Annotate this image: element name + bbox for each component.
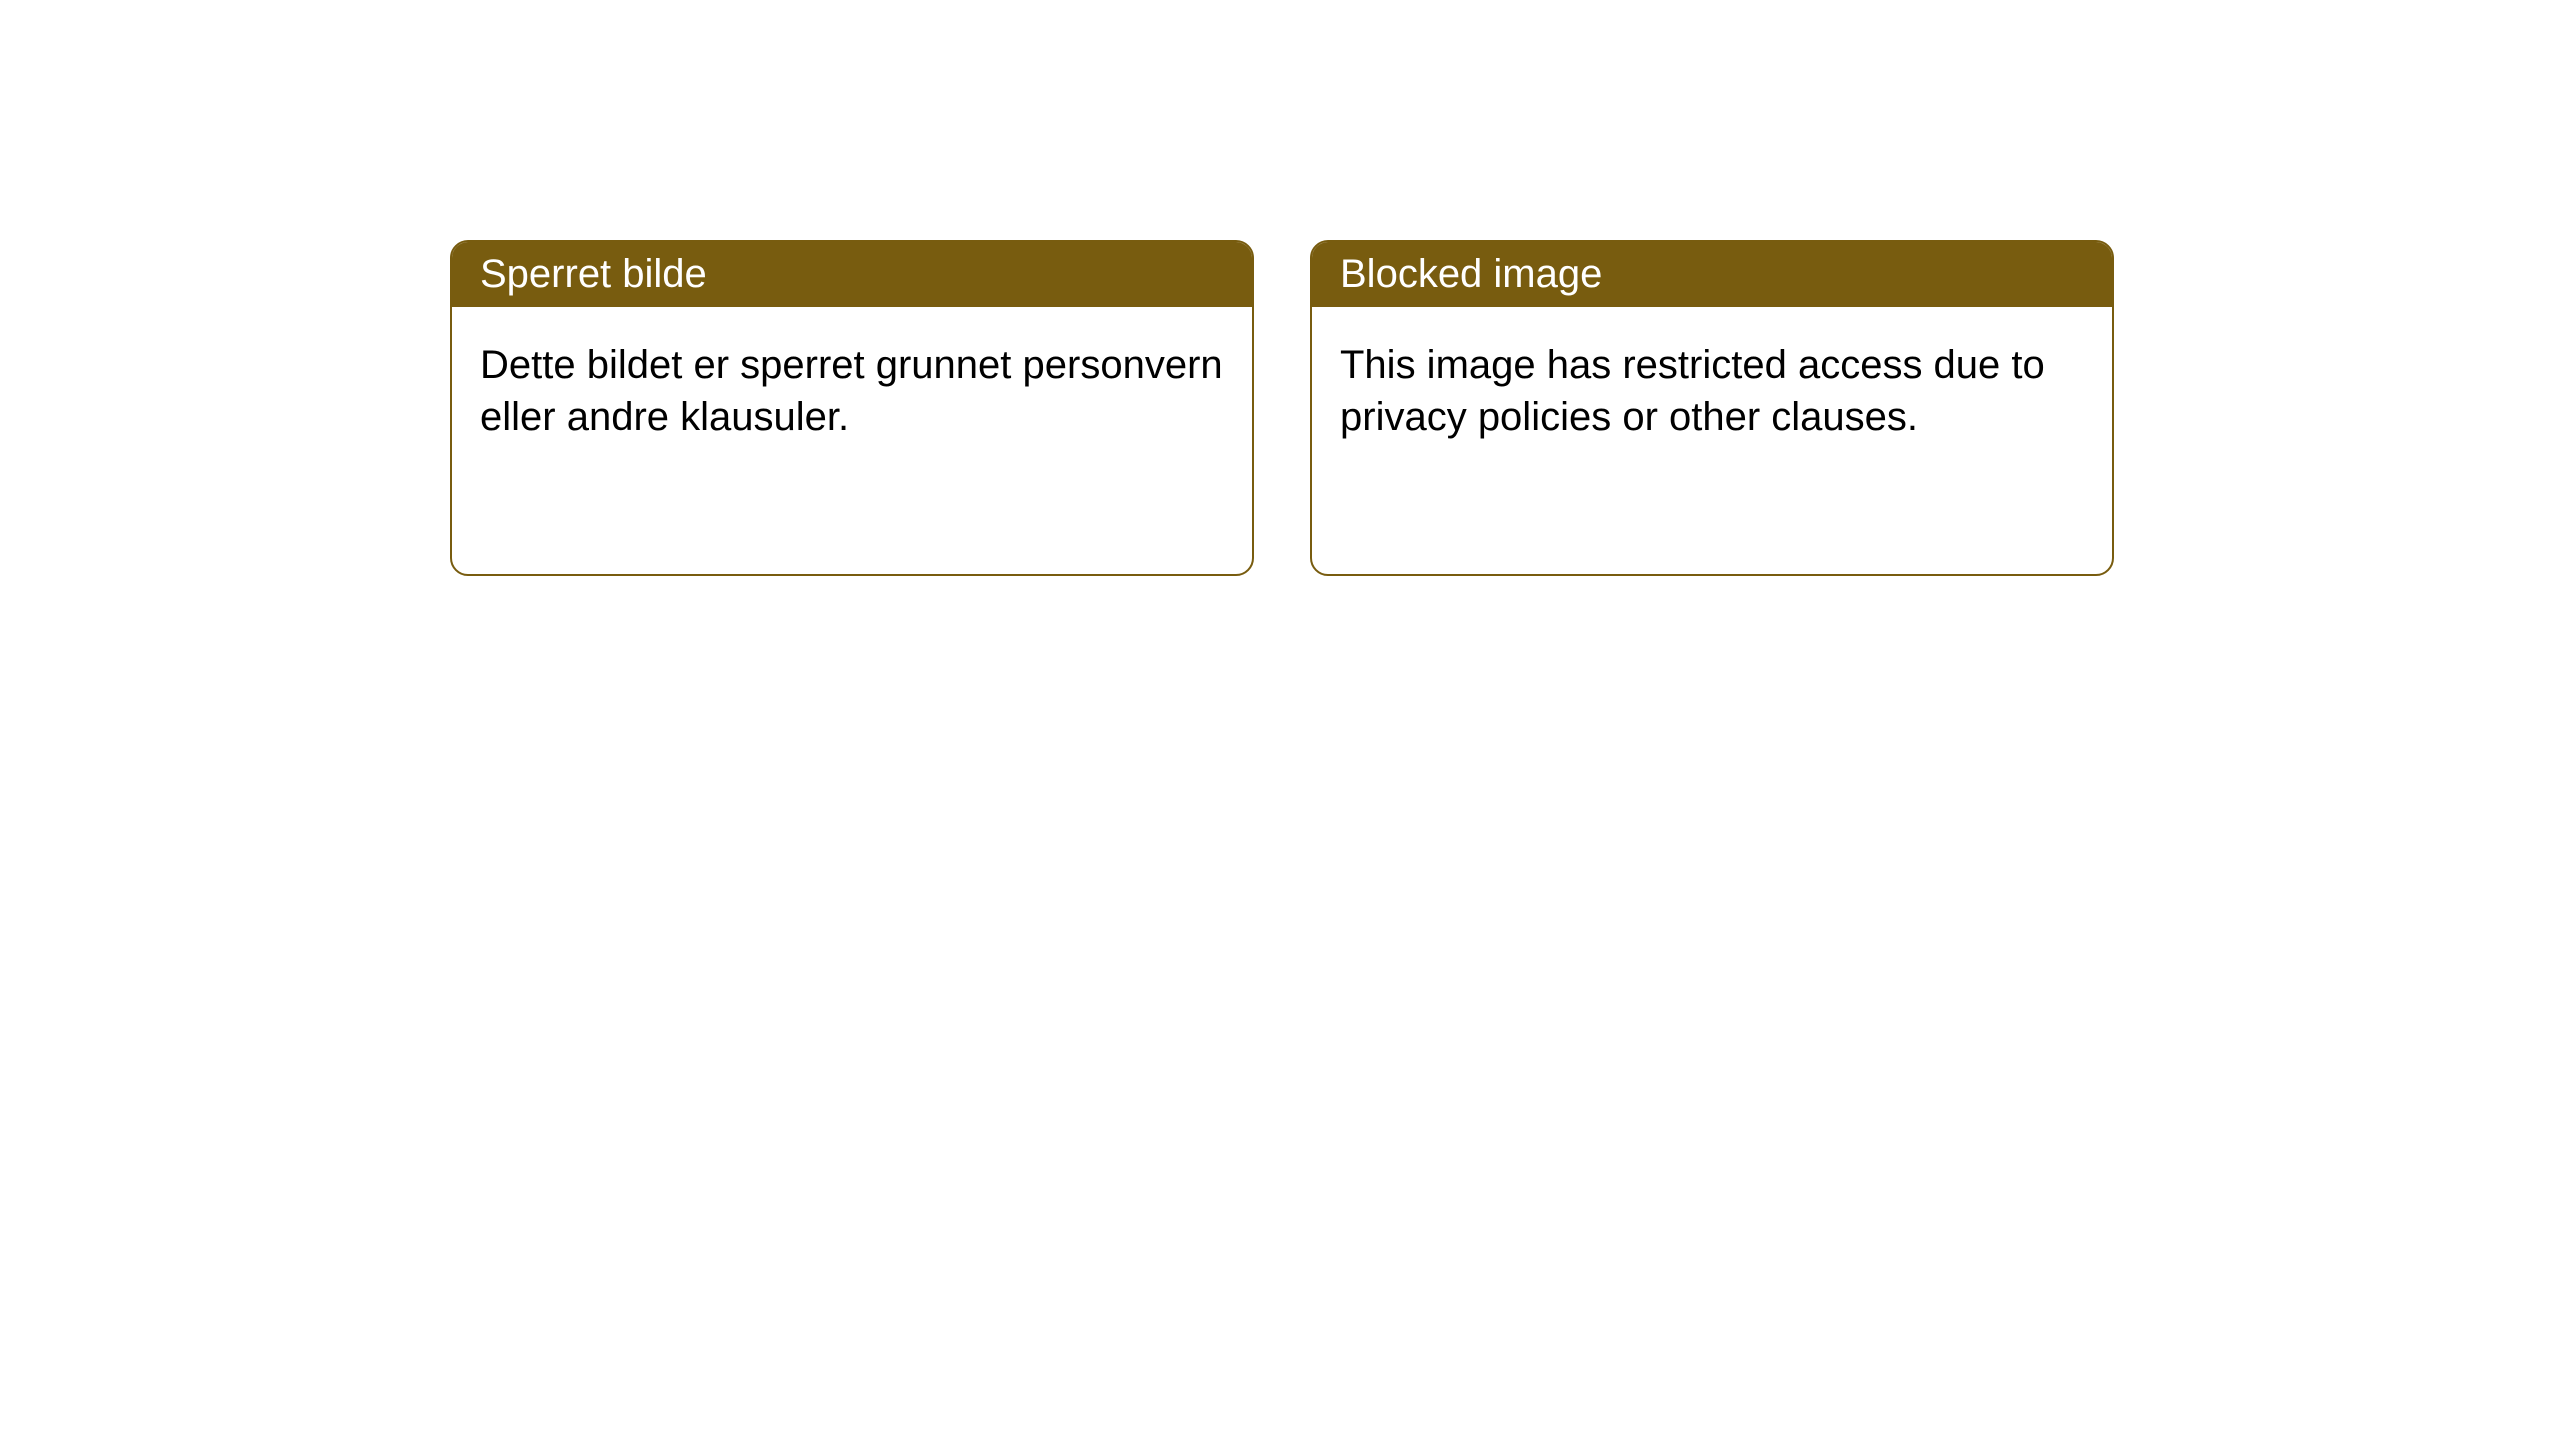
card-body-norwegian: Dette bildet er sperret grunnet personve…: [452, 307, 1252, 475]
card-header-english: Blocked image: [1312, 242, 2112, 307]
cards-container: Sperret bilde Dette bildet er sperret gr…: [0, 0, 2560, 576]
card-norwegian: Sperret bilde Dette bildet er sperret gr…: [450, 240, 1254, 576]
card-body-english: This image has restricted access due to …: [1312, 307, 2112, 475]
card-header-norwegian: Sperret bilde: [452, 242, 1252, 307]
card-english: Blocked image This image has restricted …: [1310, 240, 2114, 576]
